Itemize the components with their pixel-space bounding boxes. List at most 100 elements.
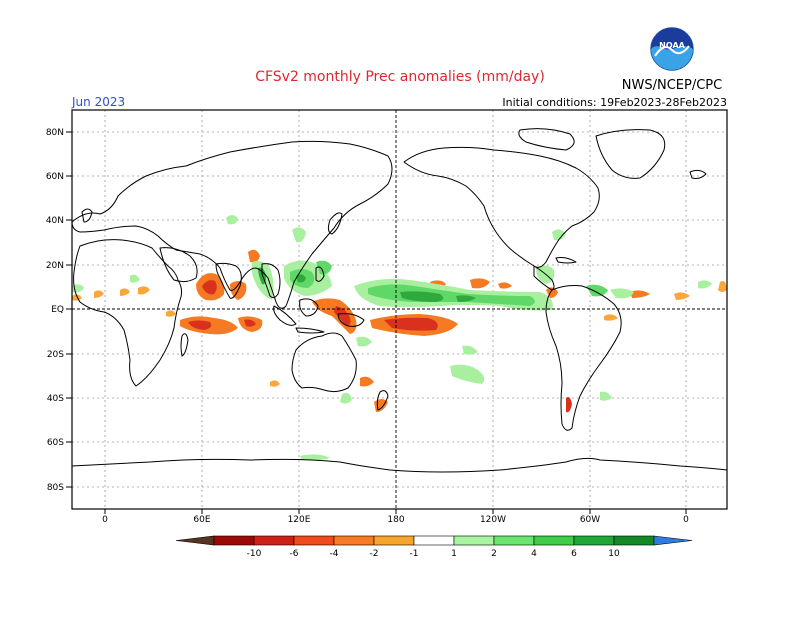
- lat-label-80s: 80S: [47, 483, 64, 493]
- coast-indochina: [261, 263, 281, 299]
- lon-label-0: 0: [102, 515, 108, 525]
- agency-label: NWS/NCEP/CPC: [622, 78, 722, 93]
- coast-cuba: [555, 257, 577, 264]
- dry-anomaly-atlantic: [630, 290, 650, 298]
- lat-label-80n: 80N: [46, 128, 64, 138]
- lon-label-120w: 120W: [480, 515, 506, 525]
- colorbar: -10 -6 -4 -2 -1 1 2 4 6 10: [175, 535, 693, 559]
- dry-anomaly-east-africa: [166, 310, 176, 317]
- coast-australia: [291, 332, 357, 393]
- coast-madagascar: [180, 333, 189, 357]
- colorbar-label: 2: [491, 549, 497, 559]
- colorbar-label: 4: [531, 549, 537, 559]
- wet-anomaly-australia-sw: [340, 392, 352, 404]
- wet-anomaly-pacific-itcz-core2: [456, 295, 476, 302]
- coast-philippines: [315, 266, 325, 282]
- coast-new-guinea: [337, 313, 365, 327]
- map-panel: [71, 109, 728, 510]
- coast-iceland: [689, 169, 707, 179]
- colorbar-box: [253, 535, 295, 546]
- wet-anomaly-s-atlantic: [600, 391, 612, 401]
- figure-title: CFSv2 monthly Prec anomalies (mm/day): [255, 69, 545, 85]
- wet-anomaly-caribbean: [586, 284, 608, 297]
- lat-label-20s: 20S: [47, 350, 64, 360]
- lon-label-60e: 60E: [193, 515, 210, 525]
- coast-greenland: [595, 129, 666, 179]
- wet-anomaly-philippines: [316, 260, 332, 275]
- wet-anomaly-east-asia: [292, 227, 306, 243]
- colorbar-label: -2: [370, 549, 379, 559]
- dry-anomaly-tropical-pacific-n3: [498, 282, 512, 289]
- dry-anomaly-tropical-pacific-n2: [470, 278, 490, 289]
- dry-anomaly-africa-w: [94, 290, 104, 298]
- colorbar-label: -10: [247, 549, 262, 559]
- colorbar-label: -4: [330, 549, 339, 559]
- noaa-logo-text: NOAA: [659, 41, 685, 50]
- longitude-labels: 0 60E 120E 180 120W 60W 0: [102, 509, 689, 525]
- wet-anomaly-n-atlantic: [698, 280, 712, 289]
- wet-anomaly-pacific-itcz-mid: [368, 284, 535, 306]
- lat-label-60s: 60S: [47, 438, 64, 448]
- dry-anomaly-s-pacific: [270, 380, 280, 387]
- coast-new-zealand: [376, 390, 389, 411]
- colorbar-box: [573, 535, 615, 546]
- coast-sumatra: [273, 305, 297, 326]
- coast-japan: [327, 212, 343, 235]
- lat-label-20n: 20N: [46, 261, 64, 271]
- anomaly-shading: [72, 215, 727, 461]
- colorbar-label: -6: [290, 549, 299, 559]
- colorbar-box: [453, 535, 495, 546]
- colorbar-box: [413, 535, 455, 546]
- coast-south-america: [545, 285, 622, 431]
- dry-anomaly-central-pacific-core: [384, 317, 438, 331]
- graticule: [72, 110, 727, 509]
- dry-anomaly-africa-w3: [138, 286, 150, 295]
- coast-africa: [73, 239, 183, 387]
- wet-anomaly-indian-ocean-s: [356, 336, 372, 347]
- target-month: Jun 2023: [71, 95, 125, 109]
- colorbar-box: [213, 535, 255, 546]
- noaa-logo: NOAA: [650, 27, 694, 71]
- wet-anomaly-antarctica: [300, 454, 330, 461]
- lon-label-0-east: 0: [683, 515, 689, 525]
- dry-anomaly-arabian-sea-core: [202, 280, 217, 295]
- coast-borneo: [299, 298, 319, 317]
- coast-antarctica: [71, 457, 728, 510]
- wet-anomaly-pacific-itcz-core: [400, 291, 444, 302]
- colorbar-box: [293, 535, 335, 546]
- colorbar-label: 10: [608, 549, 620, 559]
- colorbar-box: [533, 535, 575, 546]
- colorbar-label: 6: [571, 549, 577, 559]
- coast-central-america: [533, 265, 555, 291]
- colorbar-box: [373, 535, 415, 546]
- coast-eurasia: [71, 140, 393, 309]
- lat-label-eq: EQ: [51, 305, 64, 315]
- dry-anomaly-australia-e: [360, 376, 374, 387]
- lat-label-40n: 40N: [46, 216, 64, 226]
- dry-anomaly-maritime-core: [334, 306, 351, 326]
- coast-india: [215, 262, 242, 299]
- dry-anomaly-n-atlantic: [718, 281, 727, 292]
- colorbar-box: [613, 535, 655, 546]
- colorbar-box: [493, 535, 535, 546]
- dry-anomaly-s-indian-ocean-core: [188, 320, 212, 330]
- colorbar-label: -1: [410, 549, 419, 559]
- lat-label-60n: 60N: [46, 172, 64, 182]
- wet-anomaly-s-pacific-2: [462, 345, 478, 355]
- lat-label-40s: 40S: [47, 394, 64, 404]
- wet-anomaly-atlantic-itcz: [610, 288, 634, 299]
- dry-anomaly-brazil: [604, 314, 618, 321]
- initial-conditions: Initial conditions: 19Feb2023-28Feb2023: [502, 96, 727, 109]
- coast-java: [295, 327, 325, 334]
- lon-label-180: 180: [387, 515, 404, 525]
- coast-arctic-islands: [518, 128, 575, 151]
- coastlines: [71, 128, 728, 510]
- coast-north-america: [403, 146, 600, 268]
- coast-arabia: [159, 247, 198, 283]
- colorbar-arrow-high: [653, 535, 693, 546]
- dry-anomaly-chile: [566, 396, 572, 413]
- latitude-labels: 80N 60N 40N 20N EQ 20S 40S 60S 80S: [46, 128, 72, 493]
- dry-anomaly-atlantic-2: [674, 292, 690, 300]
- dry-anomaly-bay-bengal: [248, 249, 260, 263]
